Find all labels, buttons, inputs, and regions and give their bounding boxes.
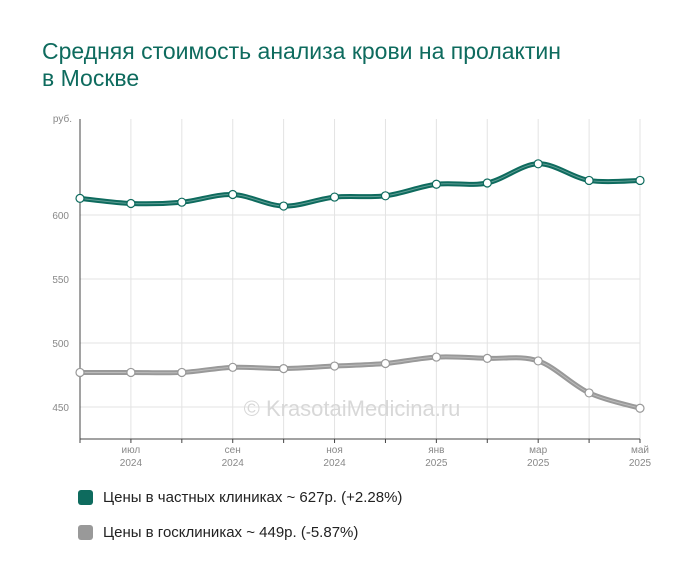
series-line-private bbox=[77, 161, 643, 209]
y-axis-unit-label: руб. bbox=[53, 113, 72, 125]
data-point-public[interactable] bbox=[126, 367, 136, 378]
series-points bbox=[75, 159, 645, 413]
x-tick-label-month: мар bbox=[529, 445, 547, 456]
x-tick-label-year: 2025 bbox=[629, 458, 652, 469]
data-point-public[interactable] bbox=[380, 358, 391, 369]
y-tick-label: 600 bbox=[52, 211, 69, 222]
data-point-public[interactable] bbox=[177, 367, 187, 378]
data-point-public[interactable] bbox=[279, 364, 289, 374]
data-point-public[interactable] bbox=[533, 356, 543, 366]
data-point-public[interactable] bbox=[431, 352, 441, 362]
y-tick-label: 450 bbox=[52, 403, 69, 414]
series-lines bbox=[77, 161, 643, 411]
x-tick-label-month: сен bbox=[225, 445, 241, 456]
data-point-public[interactable] bbox=[482, 353, 492, 363]
chart-title: Средняя стоимость анализа крови на прола… bbox=[42, 38, 561, 91]
data-point-public[interactable] bbox=[228, 362, 238, 372]
data-point-public[interactable] bbox=[75, 367, 85, 378]
grid bbox=[79, 119, 641, 439]
x-tick-label-month: ноя bbox=[326, 445, 343, 456]
watermark: © KrasotaiMedicina.ru bbox=[244, 396, 461, 421]
x-tick-label-month: июл bbox=[122, 445, 141, 456]
x-tick-label-month: май bbox=[631, 445, 649, 456]
data-point-private[interactable] bbox=[380, 191, 391, 201]
data-point-private[interactable] bbox=[635, 175, 645, 186]
data-point-private[interactable] bbox=[584, 175, 594, 186]
legend-label-private: Цены в частных клиниках ~ 627р. (+2.28%) bbox=[103, 489, 403, 506]
data-point-private[interactable] bbox=[126, 198, 136, 209]
legend-item-public[interactable]: Цены в госклиниках ~ 449р. (-5.87%) bbox=[78, 524, 638, 541]
x-tick-label-year: 2024 bbox=[120, 458, 143, 469]
data-point-private[interactable] bbox=[431, 179, 441, 189]
data-point-private[interactable] bbox=[75, 193, 85, 203]
data-point-public[interactable] bbox=[329, 361, 340, 371]
data-point-private[interactable] bbox=[177, 197, 187, 207]
data-point-private[interactable] bbox=[279, 201, 289, 211]
legend-label-public: Цены в госклиниках ~ 449р. (-5.87%) bbox=[103, 524, 359, 541]
legend-swatch-public bbox=[78, 525, 93, 540]
data-point-private[interactable] bbox=[482, 178, 492, 188]
x-tick-label-month: янв bbox=[428, 445, 444, 456]
y-tick-label: 550 bbox=[52, 275, 69, 286]
data-point-private[interactable] bbox=[228, 189, 238, 200]
data-point-private[interactable] bbox=[533, 159, 543, 169]
x-tick-label-year: 2024 bbox=[323, 458, 346, 469]
legend-swatch-private bbox=[78, 490, 93, 505]
x-tick-label-year: 2025 bbox=[527, 458, 550, 469]
x-tick-label-year: 2025 bbox=[425, 458, 448, 469]
legend-item-private[interactable]: Цены в частных клиниках ~ 627р. (+2.28%) bbox=[78, 489, 638, 506]
axes: 450 500 550 600 руб. июл 2024 сен 2024 ноя 2024 янв… bbox=[52, 113, 651, 469]
data-point-public[interactable] bbox=[584, 388, 594, 398]
y-tick-label: 500 bbox=[52, 339, 69, 350]
x-tick-label-year: 2024 bbox=[222, 458, 245, 469]
data-point-public[interactable] bbox=[635, 403, 645, 413]
data-point-private[interactable] bbox=[329, 192, 340, 202]
